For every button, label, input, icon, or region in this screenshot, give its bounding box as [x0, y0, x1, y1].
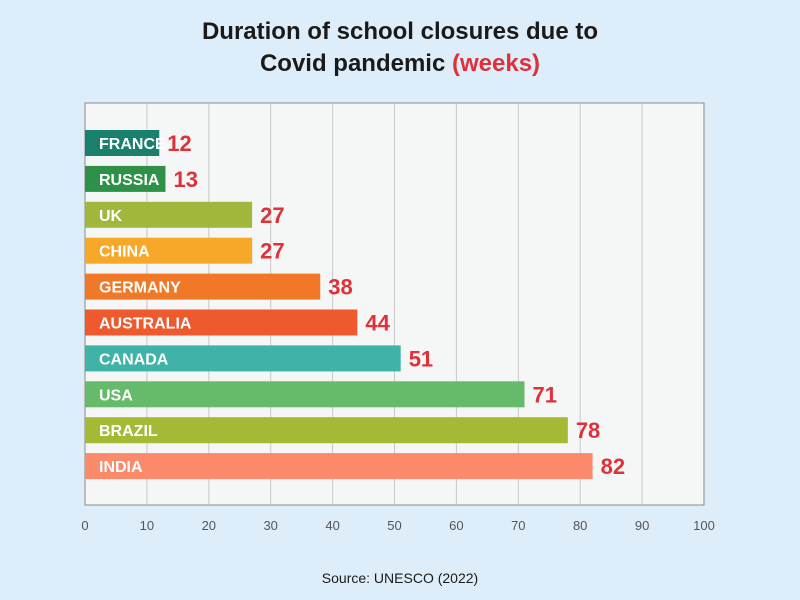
x-tick-label-60: 60 — [449, 518, 463, 533]
x-tick-label-70: 70 — [511, 518, 525, 533]
value-label-usa: 71 — [532, 382, 556, 407]
value-label-canada: 51 — [409, 346, 433, 371]
chart-title-unit: (weeks) — [452, 50, 541, 77]
value-label-china: 27 — [260, 239, 284, 264]
category-label-germany: GERMANY — [99, 280, 181, 297]
category-label-india: INDIA — [99, 459, 143, 476]
x-tick-label-100: 100 — [693, 518, 715, 533]
x-tick-label-50: 50 — [387, 518, 401, 533]
value-label-australia: 44 — [365, 311, 390, 336]
x-tick-label-10: 10 — [140, 518, 154, 533]
x-tick-label-40: 40 — [325, 518, 339, 533]
bar-germany — [85, 273, 321, 300]
source-note: Source: UNESCO (2022) — [321, 570, 479, 586]
bar-india — [85, 453, 593, 480]
x-axis-ticks: 0 10 20 30 40 50 60 70 80 90 100 — [81, 518, 714, 533]
bar-canada — [85, 345, 401, 372]
bar-france — [85, 130, 160, 156]
x-tick-label-0: 0 — [81, 518, 88, 533]
x-tick-label-80: 80 — [573, 518, 587, 533]
x-tick-label-90: 90 — [635, 518, 649, 533]
category-label-usa: USA — [99, 387, 133, 404]
x-tick-label-20: 20 — [202, 518, 216, 533]
value-label-india: 82 — [601, 454, 625, 479]
value-label-germany: 38 — [328, 275, 352, 300]
chart-title: Duration of school closures due to Covid … — [0, 16, 800, 80]
category-label-china: CHINA — [99, 244, 150, 261]
bar-australia — [85, 309, 358, 336]
bar-brazil — [85, 417, 568, 444]
value-label-uk: 27 — [260, 203, 284, 228]
bar-russia — [85, 165, 166, 192]
category-label-canada: CANADA — [99, 351, 169, 368]
chart-title-line-2: Covid pandemic — [259, 50, 446, 77]
category-label-russia: RUSSIA — [99, 172, 160, 189]
category-label-brazil: BRAZIL — [99, 423, 158, 440]
bar-uk — [85, 201, 253, 228]
category-label-uk: UK — [99, 208, 123, 225]
value-label-brazil: 78 — [576, 418, 600, 443]
chart-title-line-1: Duration of school closures due to — [201, 18, 599, 45]
bars: FRANCE 12 RUSSIA 13 UK 27 CHINA 27 GERMANY 38 AUST… — [85, 130, 625, 480]
category-label-france: FRANCE — [99, 136, 166, 153]
bar-usa — [85, 381, 525, 408]
value-label-france: 12 — [167, 131, 191, 156]
bar-china — [85, 237, 253, 264]
x-tick-label-30: 30 — [263, 518, 277, 533]
value-label-russia: 13 — [173, 167, 197, 192]
category-label-australia: AUSTRALIA — [99, 316, 192, 333]
